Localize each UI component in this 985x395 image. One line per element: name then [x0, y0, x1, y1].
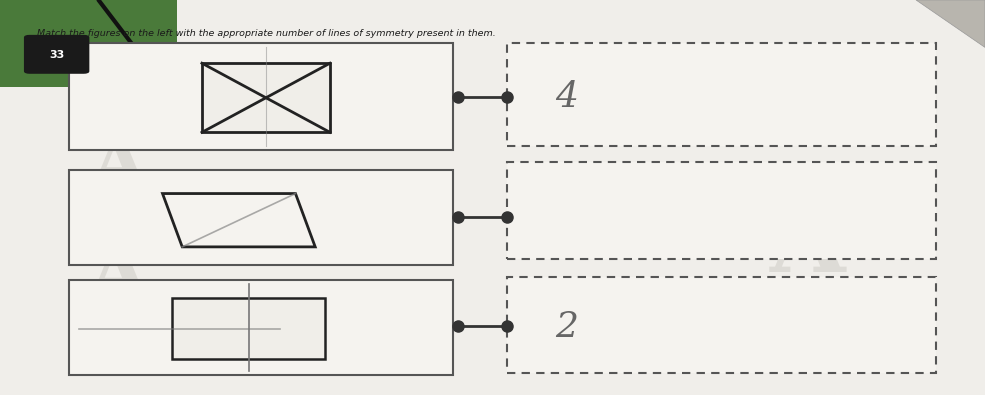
- Text: A: A: [805, 71, 870, 150]
- Text: A: A: [597, 164, 684, 271]
- Text: A: A: [92, 132, 145, 199]
- Text: 4: 4: [555, 80, 578, 114]
- Text: 33: 33: [49, 49, 64, 60]
- Text: A: A: [838, 185, 879, 236]
- Bar: [507, 43, 936, 146]
- Bar: [69, 170, 453, 265]
- Text: Match the figures on the left with the appropriate number of lines of symmetry p: Match the figures on the left with the a…: [36, 29, 495, 38]
- Text: A: A: [770, 198, 845, 292]
- Text: A: A: [838, 69, 879, 120]
- Bar: [0, 0, 177, 87]
- Text: A: A: [693, 175, 750, 246]
- FancyBboxPatch shape: [25, 36, 89, 73]
- Text: A: A: [838, 299, 879, 350]
- Text: A: A: [605, 55, 676, 142]
- Bar: [507, 162, 936, 259]
- Text: A: A: [89, 239, 148, 314]
- Text: A: A: [693, 290, 750, 360]
- Text: 2: 2: [555, 310, 578, 344]
- Bar: [507, 276, 936, 373]
- Bar: [69, 280, 453, 375]
- Bar: [172, 298, 325, 359]
- Bar: [202, 63, 330, 132]
- Bar: [69, 43, 453, 150]
- Text: A: A: [693, 59, 750, 130]
- Polygon shape: [916, 0, 985, 47]
